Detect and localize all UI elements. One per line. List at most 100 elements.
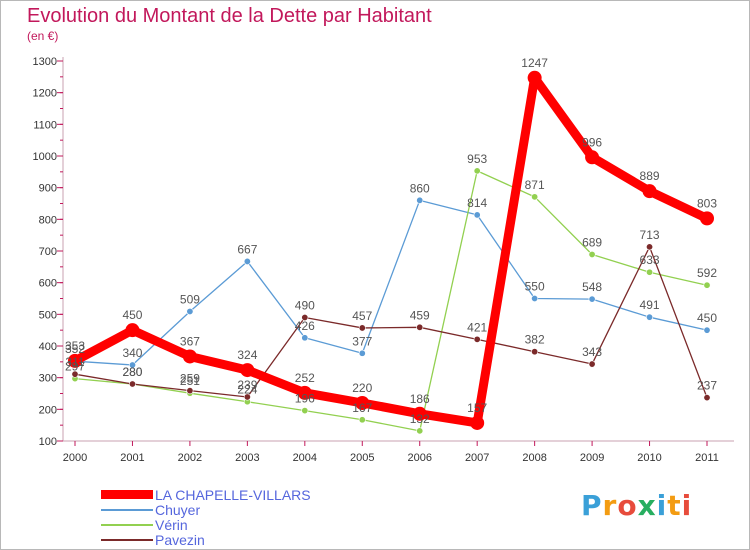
data-point-pavezin bbox=[588, 360, 596, 368]
data-label-la-chapelle-villars: 1247 bbox=[521, 56, 548, 70]
data-label-verin: 132 bbox=[410, 412, 430, 426]
x-tick-label: 2009 bbox=[580, 452, 604, 464]
data-point-la-chapelle-villars bbox=[240, 363, 255, 378]
data-point-chuyer bbox=[128, 361, 136, 369]
data-point-chuyer bbox=[473, 211, 481, 219]
y-tick-label: 100 bbox=[39, 436, 57, 448]
chart-subtitle: (en €) bbox=[27, 29, 59, 43]
x-tick-label: 2001 bbox=[120, 452, 144, 464]
logo-letter: r bbox=[602, 489, 618, 522]
data-label-verin: 196 bbox=[295, 392, 315, 406]
data-point-chuyer bbox=[416, 196, 424, 204]
data-point-chuyer bbox=[358, 349, 366, 357]
proxiti-logo: Proxiti bbox=[581, 489, 692, 522]
y-tick-label: 600 bbox=[39, 278, 57, 290]
data-label-chuyer: 860 bbox=[410, 181, 430, 195]
data-label-la-chapelle-villars: 889 bbox=[640, 169, 660, 183]
data-point-la-chapelle-villars bbox=[585, 150, 600, 165]
data-point-la-chapelle-villars bbox=[642, 184, 657, 199]
data-point-la-chapelle-villars bbox=[470, 415, 485, 430]
logo-letter: t bbox=[667, 489, 682, 522]
data-label-la-chapelle-villars: 220 bbox=[352, 381, 372, 395]
chart-title: Evolution du Montant de la Dette par Hab… bbox=[27, 5, 432, 27]
chart-data-labels: 352 340 509 667 426 377 860 814 550 548 491 450 297 2… bbox=[65, 56, 717, 426]
y-tick-label: 300 bbox=[39, 373, 57, 385]
data-label-chuyer: 426 bbox=[295, 319, 315, 333]
legend-swatch bbox=[101, 523, 153, 526]
data-label-verin: 297 bbox=[65, 360, 85, 374]
chart-axes: 100 200 300 400 500 600 700 800 900 1000 1100 1200 1… bbox=[33, 56, 734, 464]
data-label-la-chapelle-villars: 252 bbox=[295, 371, 315, 385]
data-label-chuyer: 377 bbox=[352, 334, 372, 348]
x-tick-label: 2010 bbox=[637, 452, 661, 464]
data-point-chuyer bbox=[646, 313, 654, 321]
data-point-verin bbox=[301, 407, 309, 415]
logo-letter: o bbox=[617, 489, 638, 522]
data-label-la-chapelle-villars: 353 bbox=[65, 339, 85, 353]
x-tick-label: 2006 bbox=[407, 452, 431, 464]
x-tick-label: 2003 bbox=[235, 452, 259, 464]
data-label-pavezin: 259 bbox=[180, 372, 200, 386]
data-label-pavezin: 239 bbox=[237, 378, 257, 392]
data-point-la-chapelle-villars bbox=[412, 406, 427, 421]
data-point-chuyer bbox=[243, 257, 251, 265]
data-label-la-chapelle-villars: 324 bbox=[237, 348, 257, 362]
chart-series bbox=[68, 70, 714, 435]
data-label-verin: 251 bbox=[180, 374, 200, 388]
data-label-verin: 592 bbox=[697, 266, 717, 280]
data-point-pavezin bbox=[301, 313, 309, 321]
data-label-verin: 167 bbox=[352, 401, 372, 415]
data-label-pavezin: 459 bbox=[410, 308, 430, 322]
data-label-la-chapelle-villars: 803 bbox=[697, 196, 717, 210]
data-label-chuyer: 352 bbox=[65, 342, 85, 356]
data-label-la-chapelle-villars: 157 bbox=[467, 401, 487, 415]
data-label-chuyer: 550 bbox=[525, 280, 545, 294]
data-point-chuyer bbox=[703, 326, 711, 334]
data-label-verin: 871 bbox=[525, 178, 545, 192]
legend-item: Pavezin bbox=[101, 532, 205, 548]
legend-swatch bbox=[101, 490, 153, 499]
data-label-pavezin: 343 bbox=[582, 345, 602, 359]
series-line-verin bbox=[74, 170, 708, 432]
data-label-verin: 224 bbox=[237, 383, 257, 397]
data-point-chuyer bbox=[186, 307, 194, 315]
x-tick-label: 2008 bbox=[522, 452, 546, 464]
data-point-pavezin bbox=[646, 243, 654, 251]
data-point-pavezin bbox=[416, 323, 424, 331]
data-label-chuyer: 548 bbox=[582, 280, 602, 294]
logo-letter: i bbox=[681, 489, 693, 522]
data-point-chuyer bbox=[531, 294, 539, 302]
data-point-verin bbox=[646, 268, 654, 276]
data-label-verin: 633 bbox=[640, 253, 660, 267]
data-label-chuyer: 509 bbox=[180, 292, 200, 306]
data-label-chuyer: 450 bbox=[697, 311, 717, 325]
data-label-pavezin: 280 bbox=[122, 365, 142, 379]
data-point-pavezin bbox=[703, 394, 711, 402]
data-point-pavezin bbox=[186, 387, 194, 395]
data-point-la-chapelle-villars bbox=[125, 323, 140, 338]
data-label-la-chapelle-villars: 367 bbox=[180, 334, 200, 348]
data-point-verin bbox=[703, 281, 711, 289]
y-tick-label: 200 bbox=[39, 404, 57, 416]
data-label-verin: 280 bbox=[122, 365, 142, 379]
data-point-pavezin bbox=[473, 335, 481, 343]
y-tick-label: 1200 bbox=[33, 88, 57, 100]
legend-label: Chuyer bbox=[155, 501, 201, 518]
y-tick-label: 1300 bbox=[33, 56, 57, 68]
series-line-la-chapelle-villars bbox=[70, 73, 712, 428]
legend-item: Chuyer bbox=[101, 501, 201, 518]
data-label-chuyer: 340 bbox=[122, 346, 142, 360]
logo-letter: x bbox=[637, 489, 657, 522]
data-label-pavezin: 490 bbox=[295, 299, 315, 313]
data-point-pavezin bbox=[531, 348, 539, 356]
data-point-pavezin bbox=[243, 393, 251, 401]
data-point-chuyer bbox=[301, 334, 309, 342]
data-label-pavezin: 713 bbox=[640, 228, 660, 242]
series-line-chuyer bbox=[74, 199, 708, 366]
data-point-verin bbox=[358, 416, 366, 424]
data-label-chuyer: 667 bbox=[237, 242, 257, 256]
data-point-pavezin bbox=[358, 324, 366, 332]
data-point-la-chapelle-villars bbox=[527, 70, 542, 85]
x-tick-label: 2005 bbox=[350, 452, 374, 464]
